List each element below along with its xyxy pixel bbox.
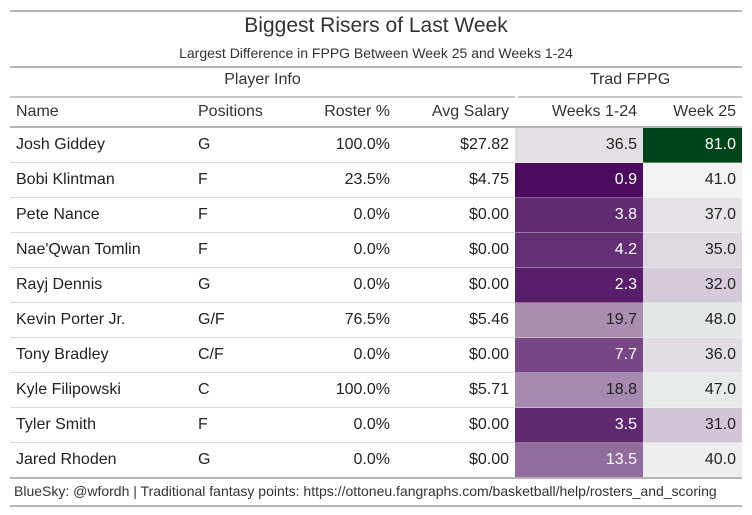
table-row: Rayj Dennis G 0.0% $0.00 2.3 32.0 <box>10 267 742 303</box>
column-header: Avg Salary <box>396 97 515 128</box>
avg-salary-cell: $5.71 <box>396 372 515 408</box>
week-25-cell: 37.0 <box>643 197 742 233</box>
roster-pct-cell: 23.5% <box>284 162 396 198</box>
weeks-1-24-cell: 13.5 <box>515 442 643 477</box>
spanner-trad-fppg: Trad FPPG <box>589 71 671 88</box>
weeks-1-24-cell: 4.2 <box>515 232 643 268</box>
positions-cell: G/F <box>192 302 284 338</box>
column-header-row: Name Positions Roster % Avg Salary Weeks… <box>10 97 742 128</box>
table-row: Kevin Porter Jr. G/F 76.5% $5.46 19.7 48.0 <box>10 302 742 338</box>
roster-pct-cell: 0.0% <box>284 337 396 373</box>
column-header: Weeks 1-24 <box>515 97 643 128</box>
week-25-cell: 32.0 <box>643 267 742 303</box>
avg-salary-cell: $5.46 <box>396 302 515 338</box>
avg-salary-cell: $0.00 <box>396 407 515 443</box>
footer-rule <box>10 477 742 479</box>
roster-pct-cell: 0.0% <box>284 197 396 233</box>
spanner-player-info: Player Info <box>224 71 301 88</box>
roster-pct-cell: 76.5% <box>284 302 396 338</box>
player-name-cell: Kevin Porter Jr. <box>10 302 192 338</box>
data-table: Name Positions Roster % Avg Salary Weeks… <box>10 97 742 477</box>
table-body: Josh Giddey G 100.0% $27.82 36.5 81.0 Bobi Kli… <box>10 126 742 477</box>
positions-cell: G <box>198 136 211 153</box>
positions-cell: C/F <box>192 337 284 373</box>
table-row: Josh Giddey G 100.0% $27.82 36.5 81.0 <box>10 126 742 163</box>
roster-pct-cell: 0.0% <box>284 232 396 268</box>
avg-salary-cell: $0.00 <box>396 197 515 233</box>
positions-cell: F <box>192 162 284 198</box>
weeks-1-24-cell: 19.7 <box>515 302 643 338</box>
table-row: Bobi Klintman F 23.5% $4.75 0.9 41.0 <box>10 162 742 198</box>
positions-cell: C <box>192 372 284 408</box>
weeks-1-24-cell: 0.9 <box>515 162 643 198</box>
column-header: Positions <box>192 97 284 128</box>
week-25-cell: 41.0 <box>643 162 742 198</box>
column-header: Name <box>10 97 192 128</box>
positions-cell: G <box>192 442 284 477</box>
avg-salary-cell: $0.00 <box>396 442 515 477</box>
weeks-1-24-cell: 7.7 <box>515 337 643 373</box>
week-25-cell: 81.0 <box>643 126 742 163</box>
week-25-cell: 36.0 <box>643 337 742 373</box>
table-row: Jared Rhoden G 0.0% $0.00 13.5 40.0 <box>10 442 742 477</box>
table-row: Tyler Smith F 0.0% $0.00 3.5 31.0 <box>10 407 742 443</box>
weeks-1-24-cell: 36.5 <box>515 126 643 163</box>
positions-cell: G <box>192 267 284 303</box>
footer-note: BlueSky: @wfordh | Traditional fantasy p… <box>14 483 717 499</box>
table-row: Kyle Filipowski C 100.0% $5.71 18.8 47.0 <box>10 372 742 408</box>
player-name-cell: Josh Giddey <box>16 136 105 153</box>
positions-cell: F <box>192 197 284 233</box>
chart-title: Biggest Risers of Last Week <box>244 14 508 37</box>
column-header: Week 25 <box>643 97 742 128</box>
roster-pct-cell: 0.0% <box>284 407 396 443</box>
player-name-cell: Tyler Smith <box>10 407 192 443</box>
roster-pct-cell: 100.0% <box>284 372 396 408</box>
player-name-cell: Nae'Qwan Tomlin <box>10 232 192 268</box>
avg-salary-cell: $0.00 <box>396 232 515 268</box>
player-name-cell: Kyle Filipowski <box>10 372 192 408</box>
weeks-1-24-cell: 3.5 <box>515 407 643 443</box>
bottom-rule <box>10 505 742 507</box>
top-rule <box>10 10 742 12</box>
title-rule <box>10 66 742 68</box>
week-25-cell: 48.0 <box>643 302 742 338</box>
avg-salary-cell: $0.00 <box>396 337 515 373</box>
table-row: Tony Bradley C/F 0.0% $0.00 7.7 36.0 <box>10 337 742 373</box>
avg-salary-cell: $0.00 <box>396 267 515 303</box>
weeks-1-24-cell: 18.8 <box>515 372 643 408</box>
table-row: Pete Nance F 0.0% $0.00 3.8 37.0 <box>10 197 742 233</box>
avg-salary-cell: $4.75 <box>396 162 515 198</box>
avg-salary-cell: $27.82 <box>460 136 509 153</box>
player-name-cell: Rayj Dennis <box>10 267 192 303</box>
weeks-1-24-cell: 2.3 <box>515 267 643 303</box>
week-25-cell: 31.0 <box>643 407 742 443</box>
table-row: Nae'Qwan Tomlin F 0.0% $0.00 4.2 35.0 <box>10 232 742 268</box>
positions-cell: F <box>192 407 284 443</box>
column-header: Roster % <box>284 97 396 128</box>
weeks-1-24-cell: 3.8 <box>515 197 643 233</box>
roster-pct-cell: 100.0% <box>335 136 390 153</box>
roster-pct-cell: 0.0% <box>284 442 396 477</box>
player-name-cell: Pete Nance <box>10 197 192 233</box>
player-name-cell: Tony Bradley <box>10 337 192 373</box>
positions-cell: F <box>192 232 284 268</box>
player-name-cell: Bobi Klintman <box>10 162 192 198</box>
week-25-cell: 40.0 <box>643 442 742 477</box>
week-25-cell: 47.0 <box>643 372 742 408</box>
roster-pct-cell: 0.0% <box>284 267 396 303</box>
player-name-cell: Jared Rhoden <box>10 442 192 477</box>
week-25-cell: 35.0 <box>643 232 742 268</box>
chart-subtitle: Largest Difference in FPPG Between Week … <box>179 45 573 61</box>
